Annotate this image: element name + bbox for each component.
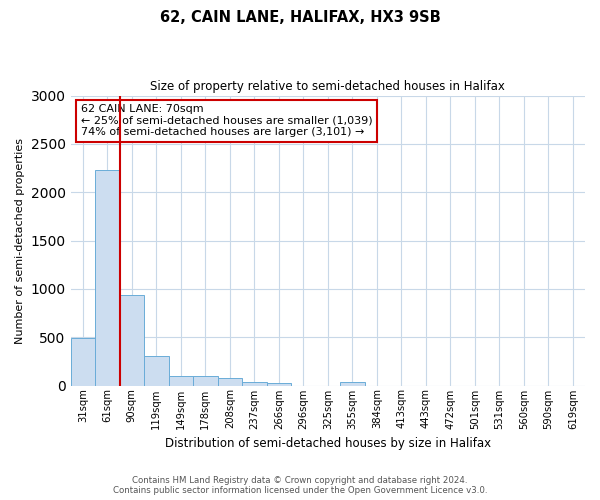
- Bar: [218, 378, 242, 386]
- Bar: [169, 376, 193, 386]
- Bar: [242, 382, 266, 386]
- Bar: [144, 356, 169, 386]
- Bar: [71, 338, 95, 386]
- Bar: [266, 383, 291, 386]
- Bar: [95, 170, 119, 386]
- Text: 62 CAIN LANE: 70sqm
← 25% of semi-detached houses are smaller (1,039)
74% of sem: 62 CAIN LANE: 70sqm ← 25% of semi-detach…: [81, 104, 373, 138]
- Text: 62, CAIN LANE, HALIFAX, HX3 9SB: 62, CAIN LANE, HALIFAX, HX3 9SB: [160, 10, 440, 25]
- Text: Contains HM Land Registry data © Crown copyright and database right 2024.
Contai: Contains HM Land Registry data © Crown c…: [113, 476, 487, 495]
- Title: Size of property relative to semi-detached houses in Halifax: Size of property relative to semi-detach…: [151, 80, 505, 93]
- Bar: [193, 376, 218, 386]
- X-axis label: Distribution of semi-detached houses by size in Halifax: Distribution of semi-detached houses by …: [165, 437, 491, 450]
- Bar: [340, 382, 365, 386]
- Y-axis label: Number of semi-detached properties: Number of semi-detached properties: [15, 138, 25, 344]
- Bar: [119, 294, 144, 386]
